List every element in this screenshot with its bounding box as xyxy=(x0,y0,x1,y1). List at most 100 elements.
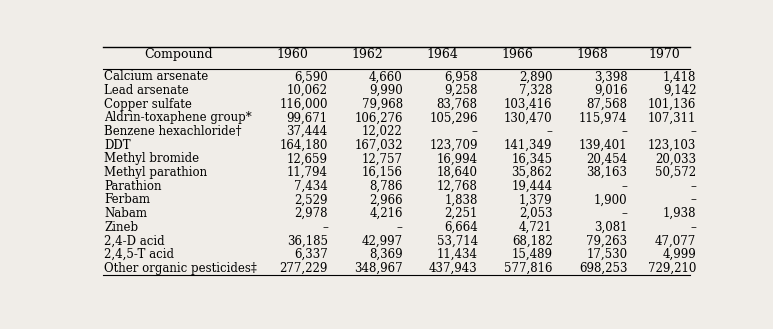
Text: 37,444: 37,444 xyxy=(287,125,328,138)
Text: Nabam: Nabam xyxy=(104,207,148,220)
Text: –: – xyxy=(621,207,628,220)
Text: 6,590: 6,590 xyxy=(294,70,328,83)
Text: 1966: 1966 xyxy=(502,48,533,61)
Text: DDT: DDT xyxy=(104,139,131,152)
Text: –: – xyxy=(397,221,403,234)
Text: 79,968: 79,968 xyxy=(362,98,403,111)
Text: Zineb: Zineb xyxy=(104,221,138,234)
Text: 2,978: 2,978 xyxy=(295,207,328,220)
Text: –: – xyxy=(690,193,696,206)
Text: –: – xyxy=(472,125,478,138)
Text: 141,349: 141,349 xyxy=(504,139,553,152)
Text: Ferbam: Ferbam xyxy=(104,193,151,206)
Text: –: – xyxy=(322,221,328,234)
Text: 20,033: 20,033 xyxy=(656,152,696,165)
Text: 15,489: 15,489 xyxy=(512,248,553,261)
Text: –: – xyxy=(690,125,696,138)
Text: 1,838: 1,838 xyxy=(444,193,478,206)
Text: 1,418: 1,418 xyxy=(663,70,696,83)
Text: 10,062: 10,062 xyxy=(287,84,328,97)
Text: 8,786: 8,786 xyxy=(369,180,403,193)
Text: 11,434: 11,434 xyxy=(437,248,478,261)
Text: 437,943: 437,943 xyxy=(429,262,478,275)
Text: 4,721: 4,721 xyxy=(519,221,553,234)
Text: 1,900: 1,900 xyxy=(594,193,628,206)
Text: 16,994: 16,994 xyxy=(437,152,478,165)
Text: Copper sulfate: Copper sulfate xyxy=(104,98,192,111)
Text: Lead arsenate: Lead arsenate xyxy=(104,84,189,97)
Text: 20,454: 20,454 xyxy=(586,152,628,165)
Text: 4,660: 4,660 xyxy=(369,70,403,83)
Text: 115,974: 115,974 xyxy=(579,111,628,124)
Text: 9,142: 9,142 xyxy=(662,84,696,97)
Text: 2,251: 2,251 xyxy=(444,207,478,220)
Text: 17,530: 17,530 xyxy=(586,248,628,261)
Text: 47,077: 47,077 xyxy=(655,235,696,247)
Text: 698,253: 698,253 xyxy=(579,262,628,275)
Text: 1960: 1960 xyxy=(277,48,308,61)
Text: 103,416: 103,416 xyxy=(504,98,553,111)
Text: 2,4-D acid: 2,4-D acid xyxy=(104,235,165,247)
Text: 35,862: 35,862 xyxy=(512,166,553,179)
Text: 9,990: 9,990 xyxy=(369,84,403,97)
Text: 9,258: 9,258 xyxy=(444,84,478,97)
Text: 1,379: 1,379 xyxy=(519,193,553,206)
Text: 87,568: 87,568 xyxy=(587,98,628,111)
Text: 12,022: 12,022 xyxy=(362,125,403,138)
Text: 16,156: 16,156 xyxy=(362,166,403,179)
Text: 12,659: 12,659 xyxy=(287,152,328,165)
Text: 2,053: 2,053 xyxy=(519,207,553,220)
Text: 6,664: 6,664 xyxy=(444,221,478,234)
Text: Compound: Compound xyxy=(145,48,213,61)
Text: 123,103: 123,103 xyxy=(648,139,696,152)
Text: 348,967: 348,967 xyxy=(354,262,403,275)
Text: 164,180: 164,180 xyxy=(280,139,328,152)
Text: 2,4,5-T acid: 2,4,5-T acid xyxy=(104,248,175,261)
Text: 105,296: 105,296 xyxy=(429,111,478,124)
Text: 2,890: 2,890 xyxy=(519,70,553,83)
Text: 107,311: 107,311 xyxy=(648,111,696,124)
Text: 7,328: 7,328 xyxy=(519,84,553,97)
Text: 12,757: 12,757 xyxy=(362,152,403,165)
Text: Parathion: Parathion xyxy=(104,180,162,193)
Text: Other organic pesticides‡: Other organic pesticides‡ xyxy=(104,262,257,275)
Text: 50,572: 50,572 xyxy=(656,166,696,179)
Text: 167,032: 167,032 xyxy=(354,139,403,152)
Text: 577,816: 577,816 xyxy=(504,262,553,275)
Text: 36,185: 36,185 xyxy=(287,235,328,247)
Text: –: – xyxy=(547,125,553,138)
Text: 139,401: 139,401 xyxy=(579,139,628,152)
Text: 4,999: 4,999 xyxy=(662,248,696,261)
Text: –: – xyxy=(690,180,696,193)
Text: 3,081: 3,081 xyxy=(594,221,628,234)
Text: 2,966: 2,966 xyxy=(369,193,403,206)
Text: 38,163: 38,163 xyxy=(587,166,628,179)
Text: Benzene hexachloride†: Benzene hexachloride† xyxy=(104,125,242,138)
Text: 1,938: 1,938 xyxy=(662,207,696,220)
Text: 729,210: 729,210 xyxy=(648,262,696,275)
Text: 42,997: 42,997 xyxy=(362,235,403,247)
Text: 101,136: 101,136 xyxy=(648,98,696,111)
Text: Methyl bromide: Methyl bromide xyxy=(104,152,199,165)
Text: 6,337: 6,337 xyxy=(294,248,328,261)
Text: –: – xyxy=(621,180,628,193)
Text: 6,958: 6,958 xyxy=(444,70,478,83)
Text: 4,216: 4,216 xyxy=(369,207,403,220)
Text: Methyl parathion: Methyl parathion xyxy=(104,166,207,179)
Text: 99,671: 99,671 xyxy=(287,111,328,124)
Text: 106,276: 106,276 xyxy=(354,111,403,124)
Text: 16,345: 16,345 xyxy=(512,152,553,165)
Text: 130,470: 130,470 xyxy=(504,111,553,124)
Text: 79,263: 79,263 xyxy=(586,235,628,247)
Text: 8,369: 8,369 xyxy=(369,248,403,261)
Text: 18,640: 18,640 xyxy=(437,166,478,179)
Text: 1964: 1964 xyxy=(427,48,458,61)
Text: 1962: 1962 xyxy=(352,48,383,61)
Text: 53,714: 53,714 xyxy=(437,235,478,247)
Text: 277,229: 277,229 xyxy=(280,262,328,275)
Text: 1968: 1968 xyxy=(577,48,608,61)
Text: 123,709: 123,709 xyxy=(429,139,478,152)
Text: 9,016: 9,016 xyxy=(594,84,628,97)
Text: 11,794: 11,794 xyxy=(287,166,328,179)
Text: 83,768: 83,768 xyxy=(437,98,478,111)
